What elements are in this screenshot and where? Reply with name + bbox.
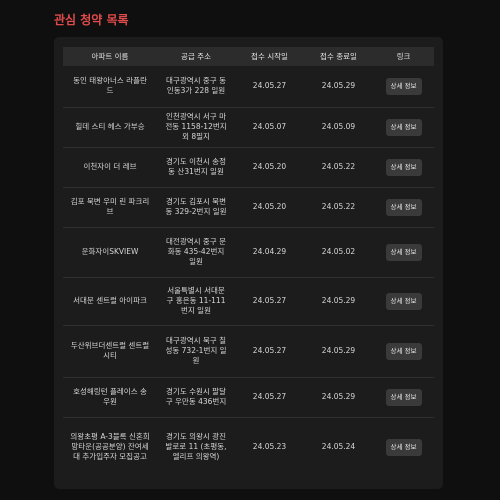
header-link: 링크 (396, 52, 411, 61)
apartment-name: 서대문 센트럴 아이파크 (73, 296, 147, 305)
start-date: 24.04.29 (252, 247, 287, 256)
table-row: 동인 태왕아너스 라플란드 대구광역시 중구 동인동3가 228 일원 24.0… (63, 66, 434, 107)
apartment-name: 호성해링턴 플레이스 송우원 (73, 387, 147, 406)
start-date: 24.05.27 (252, 296, 287, 305)
table-row: 두산위브더센트럴 센트럴시티 대구광역시 북구 칠성동 732-1번지 일원 2… (63, 325, 434, 377)
detail-button[interactable]: 상세 정보 (385, 243, 422, 261)
supply-address: 인천광역시 서구 마전동 1158-12번지 외 8필지 (165, 112, 227, 141)
table-row: 의왕초평 A-3블록 신혼희망타운(공공분양) 잔여세대 추가입주자 모집공고 … (63, 417, 434, 477)
start-date: 24.05.07 (252, 122, 287, 131)
header-start-date: 접수 시작일 (251, 52, 288, 61)
table-row: 이천자이 더 레브 경기도 이천시 송정동 산31번지 일원 24.05.20 … (63, 147, 434, 187)
table-row: 김포 북변 우미 린 파크리브 경기도 김포시 북변동 329-2번지 일원 2… (63, 187, 434, 227)
table-header-row: 아파트 이름 공급 주소 접수 시작일 접수 종료일 링크 (63, 47, 434, 66)
link-cell: 상세 정보 (373, 227, 434, 277)
supply-address: 경기도 김포시 북변동 329-2번지 일원 (165, 197, 227, 216)
apartment-name: 두산위브더센트럴 센트럴시티 (70, 341, 150, 360)
end-date: 24.05.29 (321, 392, 356, 401)
supply-address: 대구광역시 중구 동인동3가 228 일원 (166, 76, 226, 96)
end-date: 24.05.22 (321, 162, 356, 171)
detail-button[interactable]: 상세 정보 (385, 388, 422, 406)
page-title: 관심 청약 목록 (54, 13, 129, 27)
end-date: 24.05.09 (321, 122, 356, 131)
end-date: 24.05.02 (321, 247, 356, 256)
link-cell: 상세 정보 (373, 66, 434, 107)
detail-button[interactable]: 상세 정보 (385, 77, 422, 95)
supply-address: 대전광역시 중구 문화동 435-42번지 일원 (166, 237, 226, 266)
start-date: 24.05.20 (252, 202, 287, 211)
header-apartment-name: 아파트 이름 (91, 52, 129, 61)
apartment-name: 의왕초평 A-3블록 신혼희망타운(공공분양) 잔여세대 추가입주자 모집공고 (70, 432, 150, 462)
start-date: 24.05.27 (252, 392, 287, 401)
link-cell: 상세 정보 (373, 325, 434, 377)
table-row: 호성해링턴 플레이스 송우원 경기도 수원시 팔달구 우만동 436번지 24.… (63, 377, 434, 417)
detail-button[interactable]: 상세 정보 (385, 118, 422, 136)
detail-button[interactable]: 상세 정보 (385, 158, 422, 176)
detail-button[interactable]: 상세 정보 (385, 438, 422, 456)
start-date: 24.05.27 (252, 346, 287, 355)
table-row: 운화자이SKVIEW 대전광역시 중구 문화동 435-42번지 일원 24.0… (63, 227, 434, 277)
header-end-date: 접수 종료일 (320, 52, 357, 61)
table-row: 힐데 스티 헤스 가부승 인천광역시 서구 마전동 1158-12번지 외 8필… (63, 107, 434, 147)
link-cell: 상세 정보 (373, 417, 434, 477)
apartment-name: 김포 북변 우미 린 파크리브 (70, 197, 150, 216)
start-date: 24.05.23 (252, 442, 287, 452)
end-date: 24.05.22 (321, 202, 356, 211)
supply-address: 대구광역시 북구 칠성동 732-1번지 일원 (165, 336, 227, 365)
apartment-name: 이천자이 더 레브 (83, 162, 137, 171)
supply-address: 서울특별시 서대문구 홍은동 11-111번지 일원 (166, 286, 226, 315)
link-cell: 상세 정보 (373, 277, 434, 325)
header-supply-address: 공급 주소 (181, 52, 211, 61)
start-date: 24.05.20 (252, 162, 287, 171)
end-date: 24.05.29 (321, 346, 356, 355)
link-cell: 상세 정보 (373, 377, 434, 417)
link-cell: 상세 정보 (373, 187, 434, 227)
subscription-table-panel: 아파트 이름 공급 주소 접수 시작일 접수 종료일 링크 동인 태왕아너스 라… (54, 37, 443, 489)
apartment-name: 운화자이SKVIEW (81, 247, 139, 256)
table-row: 서대문 센트럴 아이파크 서울특별시 서대문구 홍은동 11-111번지 일원 … (63, 277, 434, 325)
supply-address: 경기도 이천시 송정동 산31번지 일원 (166, 157, 226, 176)
detail-button[interactable]: 상세 정보 (385, 292, 422, 310)
link-cell: 상세 정보 (373, 107, 434, 147)
detail-button[interactable]: 상세 정보 (385, 198, 422, 216)
end-date: 24.05.29 (321, 81, 356, 91)
supply-address: 경기도 의왕시 광진발로로 11 (초평동, 엘리프 의왕역) (165, 432, 227, 462)
apartment-name: 힐데 스티 헤스 가부승 (75, 122, 145, 131)
link-cell: 상세 정보 (373, 147, 434, 187)
detail-button[interactable]: 상세 정보 (385, 342, 422, 360)
subscription-table: 아파트 이름 공급 주소 접수 시작일 접수 종료일 링크 동인 태왕아너스 라… (63, 47, 434, 477)
start-date: 24.05.27 (252, 81, 287, 91)
apartment-name: 동인 태왕아너스 라플란드 (73, 76, 147, 96)
end-date: 24.05.24 (321, 442, 356, 452)
end-date: 24.05.29 (321, 296, 356, 305)
supply-address: 경기도 수원시 팔달구 우만동 436번지 (165, 387, 227, 406)
